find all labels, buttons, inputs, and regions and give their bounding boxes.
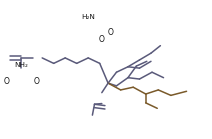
Text: O: O <box>4 77 10 86</box>
Text: O: O <box>107 28 113 37</box>
Text: O: O <box>99 35 105 44</box>
Text: NH₂: NH₂ <box>14 62 28 68</box>
Text: O: O <box>34 77 40 86</box>
Text: H₂N: H₂N <box>81 14 95 20</box>
